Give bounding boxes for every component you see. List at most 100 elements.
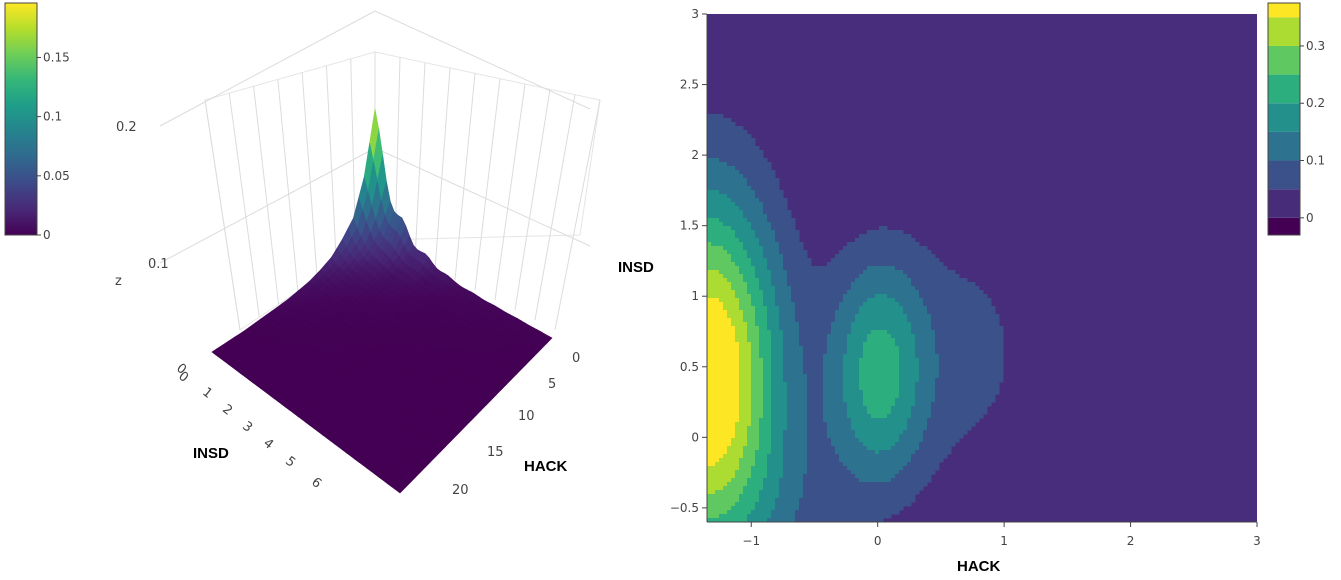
contour-cell (807, 410, 812, 415)
contour-cell (843, 330, 848, 335)
contour-cell (883, 262, 888, 267)
contour-cell (927, 362, 932, 367)
contour-cell (747, 150, 752, 155)
contour-cell (923, 270, 928, 275)
contour-cell (955, 314, 960, 319)
contour-cell (859, 310, 864, 315)
contour-cell (747, 142, 752, 147)
contour-cell (907, 338, 912, 343)
contour-cell (751, 146, 756, 151)
contour-cell (975, 362, 980, 367)
contour-cell (875, 346, 880, 351)
contour-cell (731, 246, 736, 251)
contour-cell (751, 186, 756, 191)
contour-chart[interactable]: −1 0 1 2 3−0.500.511.522.53 HACK INSD 00.10.… (618, 2, 1325, 575)
contour-cell (759, 306, 764, 311)
contour-cell (891, 318, 896, 323)
contour-cell (947, 374, 952, 379)
contour-cell (711, 202, 716, 207)
contour-cell (935, 294, 940, 299)
contour-cell (935, 354, 940, 359)
contour-cell (947, 310, 952, 315)
contour-cell (835, 270, 840, 275)
contour-cell (743, 174, 748, 179)
contour-cell (747, 182, 752, 187)
contour-cell (743, 294, 748, 299)
contour-cell (727, 314, 732, 319)
contour-cell (747, 270, 752, 275)
contour-cell (883, 302, 888, 307)
contour-cell (919, 294, 924, 299)
surface-mesh[interactable] (211, 108, 553, 494)
contour-cell (955, 358, 960, 363)
contour-cell (799, 330, 804, 335)
contour-cell (759, 334, 764, 339)
contour-cell (919, 386, 924, 391)
contour-cell (803, 358, 808, 363)
contour-cell (947, 330, 952, 335)
contour-cell (755, 414, 760, 419)
contour-cell (855, 310, 860, 315)
contour-cell (827, 314, 832, 319)
contour-cell (743, 302, 748, 307)
contour-cell (743, 342, 748, 347)
contour-cell (947, 390, 952, 395)
contour-cell (875, 294, 880, 299)
contour-cell (795, 414, 800, 419)
contour-cell (727, 298, 732, 303)
contour-cell (863, 398, 868, 403)
contour-cell (719, 178, 724, 183)
contour-cell (947, 318, 952, 323)
contour-cell (899, 330, 904, 335)
z-tick-label: 0.1 (148, 257, 169, 272)
contour-cell (971, 338, 976, 343)
contour-cell (823, 402, 828, 407)
contour-cell (763, 234, 768, 239)
contour-cell (831, 406, 836, 411)
contour-cell (843, 322, 848, 327)
contour-cell (727, 310, 732, 315)
contour-cell (883, 278, 888, 283)
surface-chart[interactable]: 0.1 0.2 z 0 5 10 15 20 0 0 1 2 3 4 5 6 H… (4, 2, 601, 498)
contour-cell (983, 358, 988, 363)
contour-cell (763, 282, 768, 287)
contour-cell (983, 382, 988, 387)
contour-cell (791, 362, 796, 367)
contour-cell (963, 394, 968, 399)
contour-cell (987, 398, 992, 403)
contour-cell (823, 370, 828, 375)
contour-cell (711, 362, 716, 367)
contour-cell (743, 202, 748, 207)
contour-cell (739, 410, 744, 415)
contour-cell (927, 406, 932, 411)
contour-cell (979, 318, 984, 323)
contour-cell (747, 226, 752, 231)
contour-cell (891, 258, 896, 263)
contour-cell (947, 294, 952, 299)
contour-cell (707, 250, 712, 255)
contour-cell (871, 414, 876, 419)
contour-cell (811, 314, 816, 319)
contour-cell (771, 218, 776, 223)
contour-cell (783, 222, 788, 227)
contour-cell (891, 310, 896, 315)
contour-cell (811, 330, 816, 335)
contour-cell (923, 302, 928, 307)
contour-cell (947, 366, 952, 371)
contour-cell (763, 230, 768, 235)
contour-cell (719, 306, 724, 311)
contour-cell (743, 346, 748, 351)
contour-fills[interactable] (707, 114, 1004, 523)
contour-cell (903, 282, 908, 287)
contour-cell (983, 326, 988, 331)
contour-cell (863, 374, 868, 379)
contour-cell (851, 254, 856, 259)
contour-cell (971, 322, 976, 327)
contour-cell (743, 230, 748, 235)
contour-cell (783, 298, 788, 303)
contour-cell (751, 338, 756, 343)
contour-cell (731, 150, 736, 155)
contour-cell (867, 246, 872, 251)
contour-cell (931, 406, 936, 411)
contour-cell (783, 374, 788, 379)
